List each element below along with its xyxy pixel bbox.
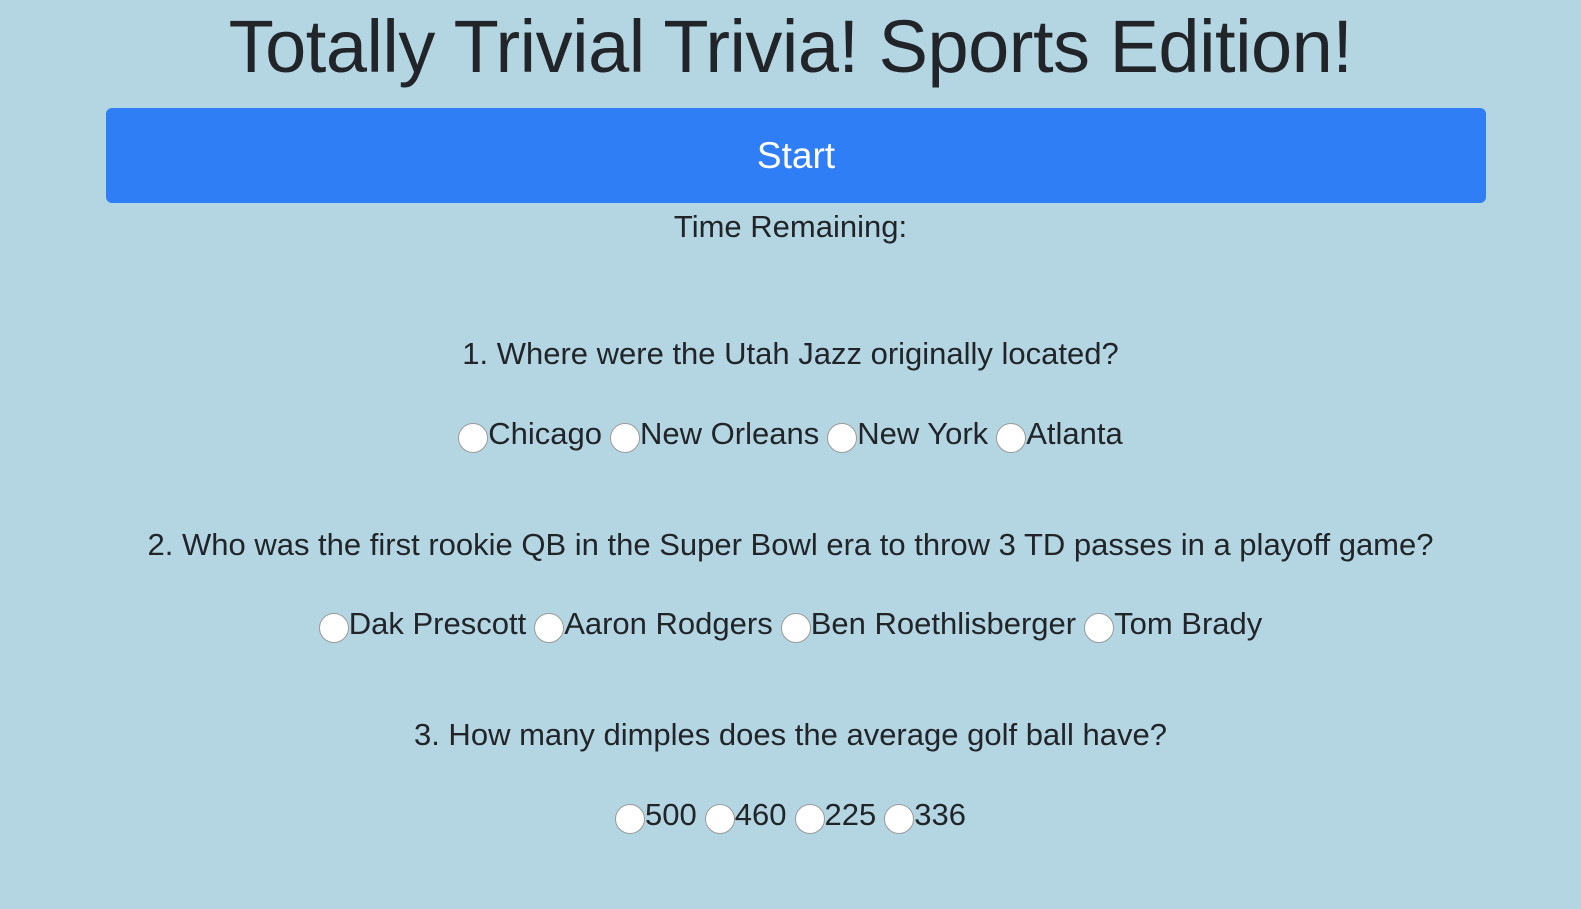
radio-button[interactable] <box>615 804 646 834</box>
answer-option[interactable]: Atlanta <box>996 414 1123 454</box>
answer-option[interactable]: 500 <box>615 795 697 835</box>
answer-label: Ben Roethlisberger <box>810 606 1077 641</box>
page-title: Totally Trivial Trivia! Sports Edition! <box>228 5 1353 88</box>
radio-button[interactable] <box>996 423 1027 453</box>
answer-label: Chicago <box>488 416 603 451</box>
radio-button[interactable] <box>1084 613 1115 643</box>
answer-label: 460 <box>734 797 787 832</box>
answer-option[interactable]: Chicago <box>458 414 602 454</box>
answer-option[interactable]: 336 <box>884 795 966 835</box>
answer-option[interactable]: Dak Prescott <box>318 604 527 644</box>
answer-label: 500 <box>645 797 697 832</box>
answer-option[interactable]: Ben Roethlisberger <box>780 604 1077 644</box>
answer-label: New Orleans <box>640 416 820 451</box>
question-1-answers: Chicago New Orleans New York Atlanta <box>0 414 1581 454</box>
answer-label: Dak Prescott <box>348 606 527 641</box>
answer-option[interactable]: Tom Brady <box>1084 604 1262 644</box>
answer-option[interactable]: 460 <box>704 795 787 835</box>
question-2-answers: Dak Prescott Aaron Rodgers Ben Roethlisb… <box>0 604 1581 644</box>
answer-option[interactable]: New Orleans <box>610 414 819 454</box>
answer-option[interactable]: New York <box>827 414 988 454</box>
question-3: 3. How many dimples does the average gol… <box>413 717 1168 752</box>
answer-option[interactable]: Aaron Rodgers <box>534 604 773 644</box>
question-1: 1. Where were the Utah Jazz originally l… <box>462 336 1119 371</box>
answer-label: Tom Brady <box>1114 606 1263 641</box>
question-2: 2. Who was the first rookie QB in the Su… <box>147 527 1434 562</box>
answer-label: 336 <box>914 797 966 832</box>
answer-option[interactable]: 225 <box>794 795 877 835</box>
radio-button[interactable] <box>534 613 565 643</box>
radio-button[interactable] <box>794 804 825 834</box>
time-remaining-label: Time Remaining: <box>673 209 908 244</box>
radio-button[interactable] <box>704 804 735 834</box>
start-button[interactable]: Start <box>106 108 1486 203</box>
answer-label: Aaron Rodgers <box>564 606 773 641</box>
radio-button[interactable] <box>827 423 858 453</box>
radio-button[interactable] <box>884 804 915 834</box>
question-3-answers: 500 460 225 336 <box>0 795 1581 835</box>
radio-button[interactable] <box>458 423 489 453</box>
radio-button[interactable] <box>780 613 811 643</box>
answer-label: Atlanta <box>1026 416 1123 451</box>
answer-label: 225 <box>824 797 877 832</box>
answer-label: New York <box>857 416 989 451</box>
radio-button[interactable] <box>318 613 349 643</box>
radio-button[interactable] <box>610 423 641 453</box>
